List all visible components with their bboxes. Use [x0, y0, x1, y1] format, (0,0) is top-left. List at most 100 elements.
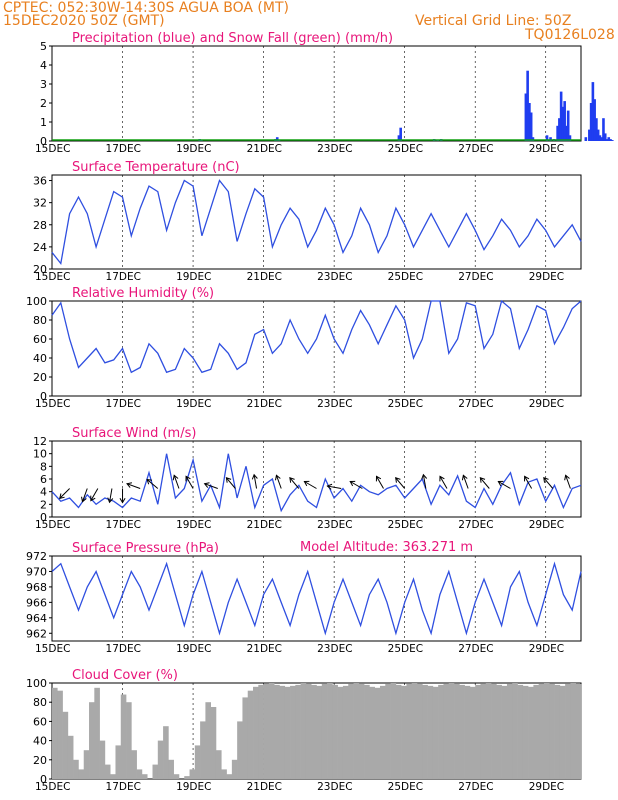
wind-arrow-head: [564, 474, 570, 481]
y-tick-label: 32: [33, 197, 47, 210]
cloud-bar: [120, 694, 127, 779]
wind-arrow: [524, 476, 533, 489]
y-tick-label: 3: [40, 78, 47, 91]
wind-arrow: [422, 474, 427, 489]
cloud-bar: [364, 684, 370, 779]
cloud-bar: [358, 683, 365, 779]
panel-3: 15DEC 17DEC 19DEC 21DEC 23DEC 25DEC 27DEC 29DEC…: [33, 426, 582, 531]
x-tick-label: 15DEC: [35, 643, 70, 655]
cloud-bar: [247, 690, 254, 779]
cloud-bar: [353, 683, 360, 779]
precip-bar: [588, 129, 591, 141]
cloud-bar: [136, 769, 143, 779]
cloud-bar: [559, 685, 566, 779]
wind-arrow-head: [251, 473, 258, 480]
y-tick-label: 964: [26, 612, 47, 625]
wind-arrow-head: [59, 493, 65, 500]
cloud-bar: [258, 684, 264, 779]
cloud-bar: [417, 683, 423, 779]
x-tick-label: 17DEC: [106, 519, 141, 531]
cloud-bar: [543, 683, 550, 779]
cloud-bar: [237, 721, 243, 779]
cloud-bar: [253, 686, 259, 779]
y-tick-label: 100: [26, 677, 47, 690]
wind-arrow: [204, 483, 218, 489]
wind-arrow: [565, 475, 571, 489]
precip-bar: [602, 118, 605, 141]
precip-bar: [397, 135, 401, 141]
x-tick-label: 27DEC: [458, 643, 493, 655]
y-tick-label: 972: [26, 550, 47, 563]
cloud-bar: [517, 684, 524, 779]
cloud-bar: [316, 685, 323, 779]
wind-arrow: [439, 476, 448, 489]
series-line: [51, 453, 582, 513]
wind-arrow-head: [461, 474, 468, 481]
wind-arrow-head: [274, 474, 281, 481]
x-tick-label: 19DEC: [176, 643, 211, 655]
x-tick-label: 21DEC: [247, 398, 282, 410]
cloud-bar: [200, 721, 206, 779]
cloud-bar: [379, 685, 386, 779]
x-tick-label: 17DEC: [106, 643, 141, 655]
precip-bar: [605, 139, 609, 141]
series-line: [51, 299, 582, 374]
wind-arrow-head: [543, 477, 549, 483]
x-tick-label: 17DEC: [106, 398, 141, 410]
precip-bar: [609, 139, 612, 141]
wind-arrow-head: [497, 480, 504, 487]
x-tick-label: 17DEC: [106, 271, 141, 283]
wind-arrow: [90, 488, 99, 501]
cloud-bar: [469, 686, 476, 779]
panel-1: 15DEC 17DEC 19DEC 21DEC 23DEC 25DEC 27DEC 29DEC…: [33, 160, 582, 283]
precip-bar: [593, 99, 596, 141]
cloud-bar: [512, 683, 518, 779]
precip-bar: [524, 93, 528, 141]
x-tick-label: 19DEC: [176, 519, 211, 531]
y-tick-label: 10: [33, 448, 47, 461]
y-tick-label: 20: [33, 263, 47, 276]
wind-arrow-head: [375, 475, 382, 482]
panel-5: 15DEC 17DEC 19DEC 21DEC 23DEC 25DEC 27DEC 29DEC…: [26, 668, 582, 793]
wind-arrow: [543, 477, 554, 489]
cloud-bar: [194, 745, 201, 779]
wind-arrow: [462, 475, 469, 489]
cloud-bar: [157, 740, 164, 779]
wind-arrow: [498, 481, 511, 489]
x-tick-label: 29DEC: [529, 781, 564, 793]
x-tick-label: 21DEC: [247, 519, 282, 531]
cloud-bar: [565, 683, 571, 779]
y-tick-label: 962: [26, 627, 47, 640]
cloud-bar: [332, 684, 338, 779]
x-tick-label: 21DEC: [247, 781, 282, 793]
wind-arrow-head: [479, 477, 486, 483]
precip-bar: [275, 137, 279, 141]
wind-arrow: [185, 476, 194, 489]
x-tick-label: 25DEC: [388, 519, 423, 531]
wind-arrow-head: [90, 495, 96, 502]
y-tick-label: 968: [26, 581, 47, 594]
wind-arrow-head: [303, 480, 310, 487]
cloud-bar: [57, 690, 63, 779]
y-tick-label: 80: [33, 696, 47, 709]
y-tick-label: 0: [40, 511, 47, 524]
cloud-bar: [464, 685, 471, 779]
cloud-bar: [295, 684, 301, 779]
cloud-bar: [491, 683, 497, 779]
x-tick-label: 27DEC: [458, 519, 493, 531]
wind-arrow-head: [349, 480, 356, 487]
cloud-bar: [342, 685, 349, 779]
x-tick-label: 25DEC: [388, 781, 423, 793]
x-tick-label: 29DEC: [529, 398, 564, 410]
precip-bar: [584, 137, 588, 141]
x-tick-label: 19DEC: [176, 781, 211, 793]
cloud-bar: [401, 685, 407, 779]
cloud-bar: [205, 702, 211, 779]
cloud-bar: [422, 684, 428, 779]
x-tick-label: 27DEC: [458, 781, 493, 793]
cloud-bar: [438, 684, 444, 779]
y-tick-label: 100: [26, 295, 47, 308]
x-tick-label: 25DEC: [388, 143, 423, 155]
panels-group: 15DEC 17DEC 19DEC 21DEC 23DEC 25DEC 27DEC 29DEC…: [26, 31, 614, 793]
